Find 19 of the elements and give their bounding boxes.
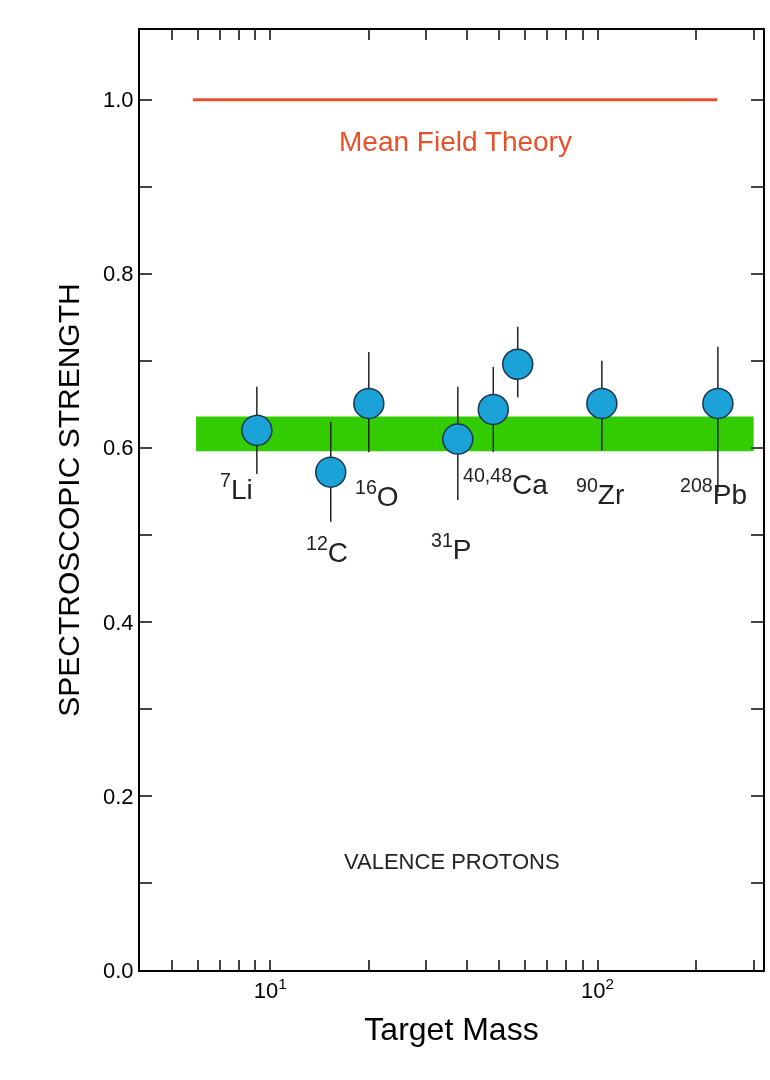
x-tick-label: 10$^{1}$ [253,975,287,1004]
y-axis-title: SPECTROSCOPIC STRENGTH [51,283,85,717]
y-tick-label: 0.6 [103,435,134,461]
annotation: $^{40,48}$Ca [463,464,549,500]
annotation: $^{31}$P [431,529,472,565]
x-tick-label: 10$^{2}$ [581,975,615,1004]
y-tick-label: 0.0 [103,957,134,983]
y-tick-label: 0.8 [103,261,134,287]
annotation: $^{208}$Pb [680,474,747,510]
y-tick-label: 0.2 [103,783,134,809]
annotation: $^{7}$Li [220,469,253,505]
annotation: $^{12}$C [306,532,349,568]
x-axis-title: Target Mass [364,1010,539,1047]
y-tick-label: 0.4 [103,609,134,635]
y-tick-label: 1.0 [103,87,134,113]
annotation: Mean Field Theory [339,126,572,157]
annotation: $^{90}$Zr [576,474,625,510]
annotation: VALENCE PROTONS [344,849,560,874]
annotation: $^{16}$O [355,476,399,512]
